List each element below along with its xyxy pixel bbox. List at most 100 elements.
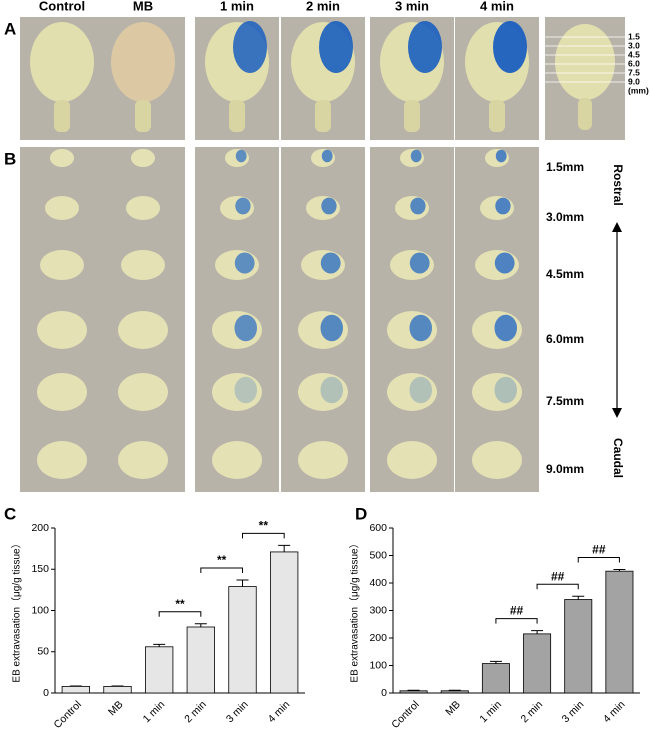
arrow-head [612,222,622,232]
column-header: 1 min [220,0,254,13]
x-tick-label: MB [106,699,126,719]
dye [234,314,257,342]
bar [399,690,428,694]
x-tick-label: Control [51,699,83,731]
y-tick-label: 300 [369,604,387,616]
significance-bracket [200,567,243,573]
y-tick-label: 50 [37,646,49,658]
y-tick-label: 400 [369,577,387,589]
brain [111,22,175,102]
column-header: 3 min [395,0,429,13]
x-tick-label: 4 min [266,698,293,725]
error-bar [489,660,502,664]
y-tick-label: 200 [31,522,49,534]
panel-label: A [4,19,16,38]
slice [212,373,262,411]
slice [298,373,348,411]
dye [321,149,333,163]
error-bar [236,579,249,587]
dye [235,149,247,163]
dye [320,252,341,274]
slice [387,373,437,411]
column-header: 2 min [306,0,340,13]
arrow-head [612,408,622,418]
dye [319,21,353,73]
column-header: 4 min [480,0,514,13]
dye [408,21,442,73]
y-tick-label: 0 [381,687,387,699]
brain-stem [229,100,245,132]
y-tick-label: 0 [43,687,49,699]
dye [409,376,432,404]
brain-stem [578,98,592,130]
dye [233,21,267,73]
error-bar [572,595,585,600]
significance-bracket [242,532,285,539]
significance-label: ** [175,597,185,611]
dye [320,376,343,404]
bar [523,633,552,694]
panel-label: C [4,504,16,523]
dye [320,314,343,342]
brain [555,24,615,100]
slice [298,441,348,479]
slice [40,250,84,280]
error-bar [448,689,461,691]
depth-tick: 6.0 [628,58,640,68]
dye [234,252,255,274]
column-header: Control [39,0,85,13]
y-tick-label: 100 [369,659,387,671]
dye [409,314,432,342]
error-bar [194,623,207,627]
dye [494,376,517,404]
direction-label: Rostral [611,164,625,205]
slice [131,149,155,167]
panel-label: B [4,149,16,168]
error-bar [153,643,166,647]
slice [472,441,522,479]
depth-tick: (mm) [628,85,649,95]
x-tick-label: 4 min [601,698,628,725]
significance-bracket [158,611,202,617]
significance-bracket [495,618,538,624]
depth-tick: 1.5 [628,31,640,41]
brain-stem [489,100,505,132]
slice [212,441,262,479]
depth-tick: 4.5 [628,49,640,59]
dye [495,197,511,215]
dye [235,197,251,215]
y-axis-label: EB extravasation（μg/g tissue） [11,538,23,682]
significance-label: ** [217,553,227,567]
slice-label: 1.5mm [546,160,584,174]
column-header: MB [133,0,153,13]
bar [186,626,215,694]
y-tick-label: 600 [369,522,387,534]
dye [494,252,515,274]
dye [409,252,430,274]
significance-bracket [577,557,620,563]
error-bar [407,689,420,691]
panel-label: D [355,504,367,523]
slice [37,373,87,411]
brain-stem [315,100,331,132]
bar [103,686,132,694]
significance-label: ## [592,543,606,557]
slice-label: 6.0mm [546,332,584,346]
slice [118,311,168,349]
slice-label: 3.0mm [546,210,584,224]
slice-label: 4.5mm [546,267,584,281]
x-tick-label: MB [443,699,463,719]
slice-label: 9.0mm [546,462,584,476]
slice [472,373,522,411]
error-bar [613,569,626,572]
dye [321,197,337,215]
slice [37,311,87,349]
brain-stem [135,100,151,132]
bar [228,586,257,694]
x-tick-label: 2 min [519,698,546,725]
direction-label: Caudal [611,438,625,478]
brain [30,22,94,102]
x-tick-label: 1 min [141,698,168,725]
y-tick-label: 200 [369,632,387,644]
